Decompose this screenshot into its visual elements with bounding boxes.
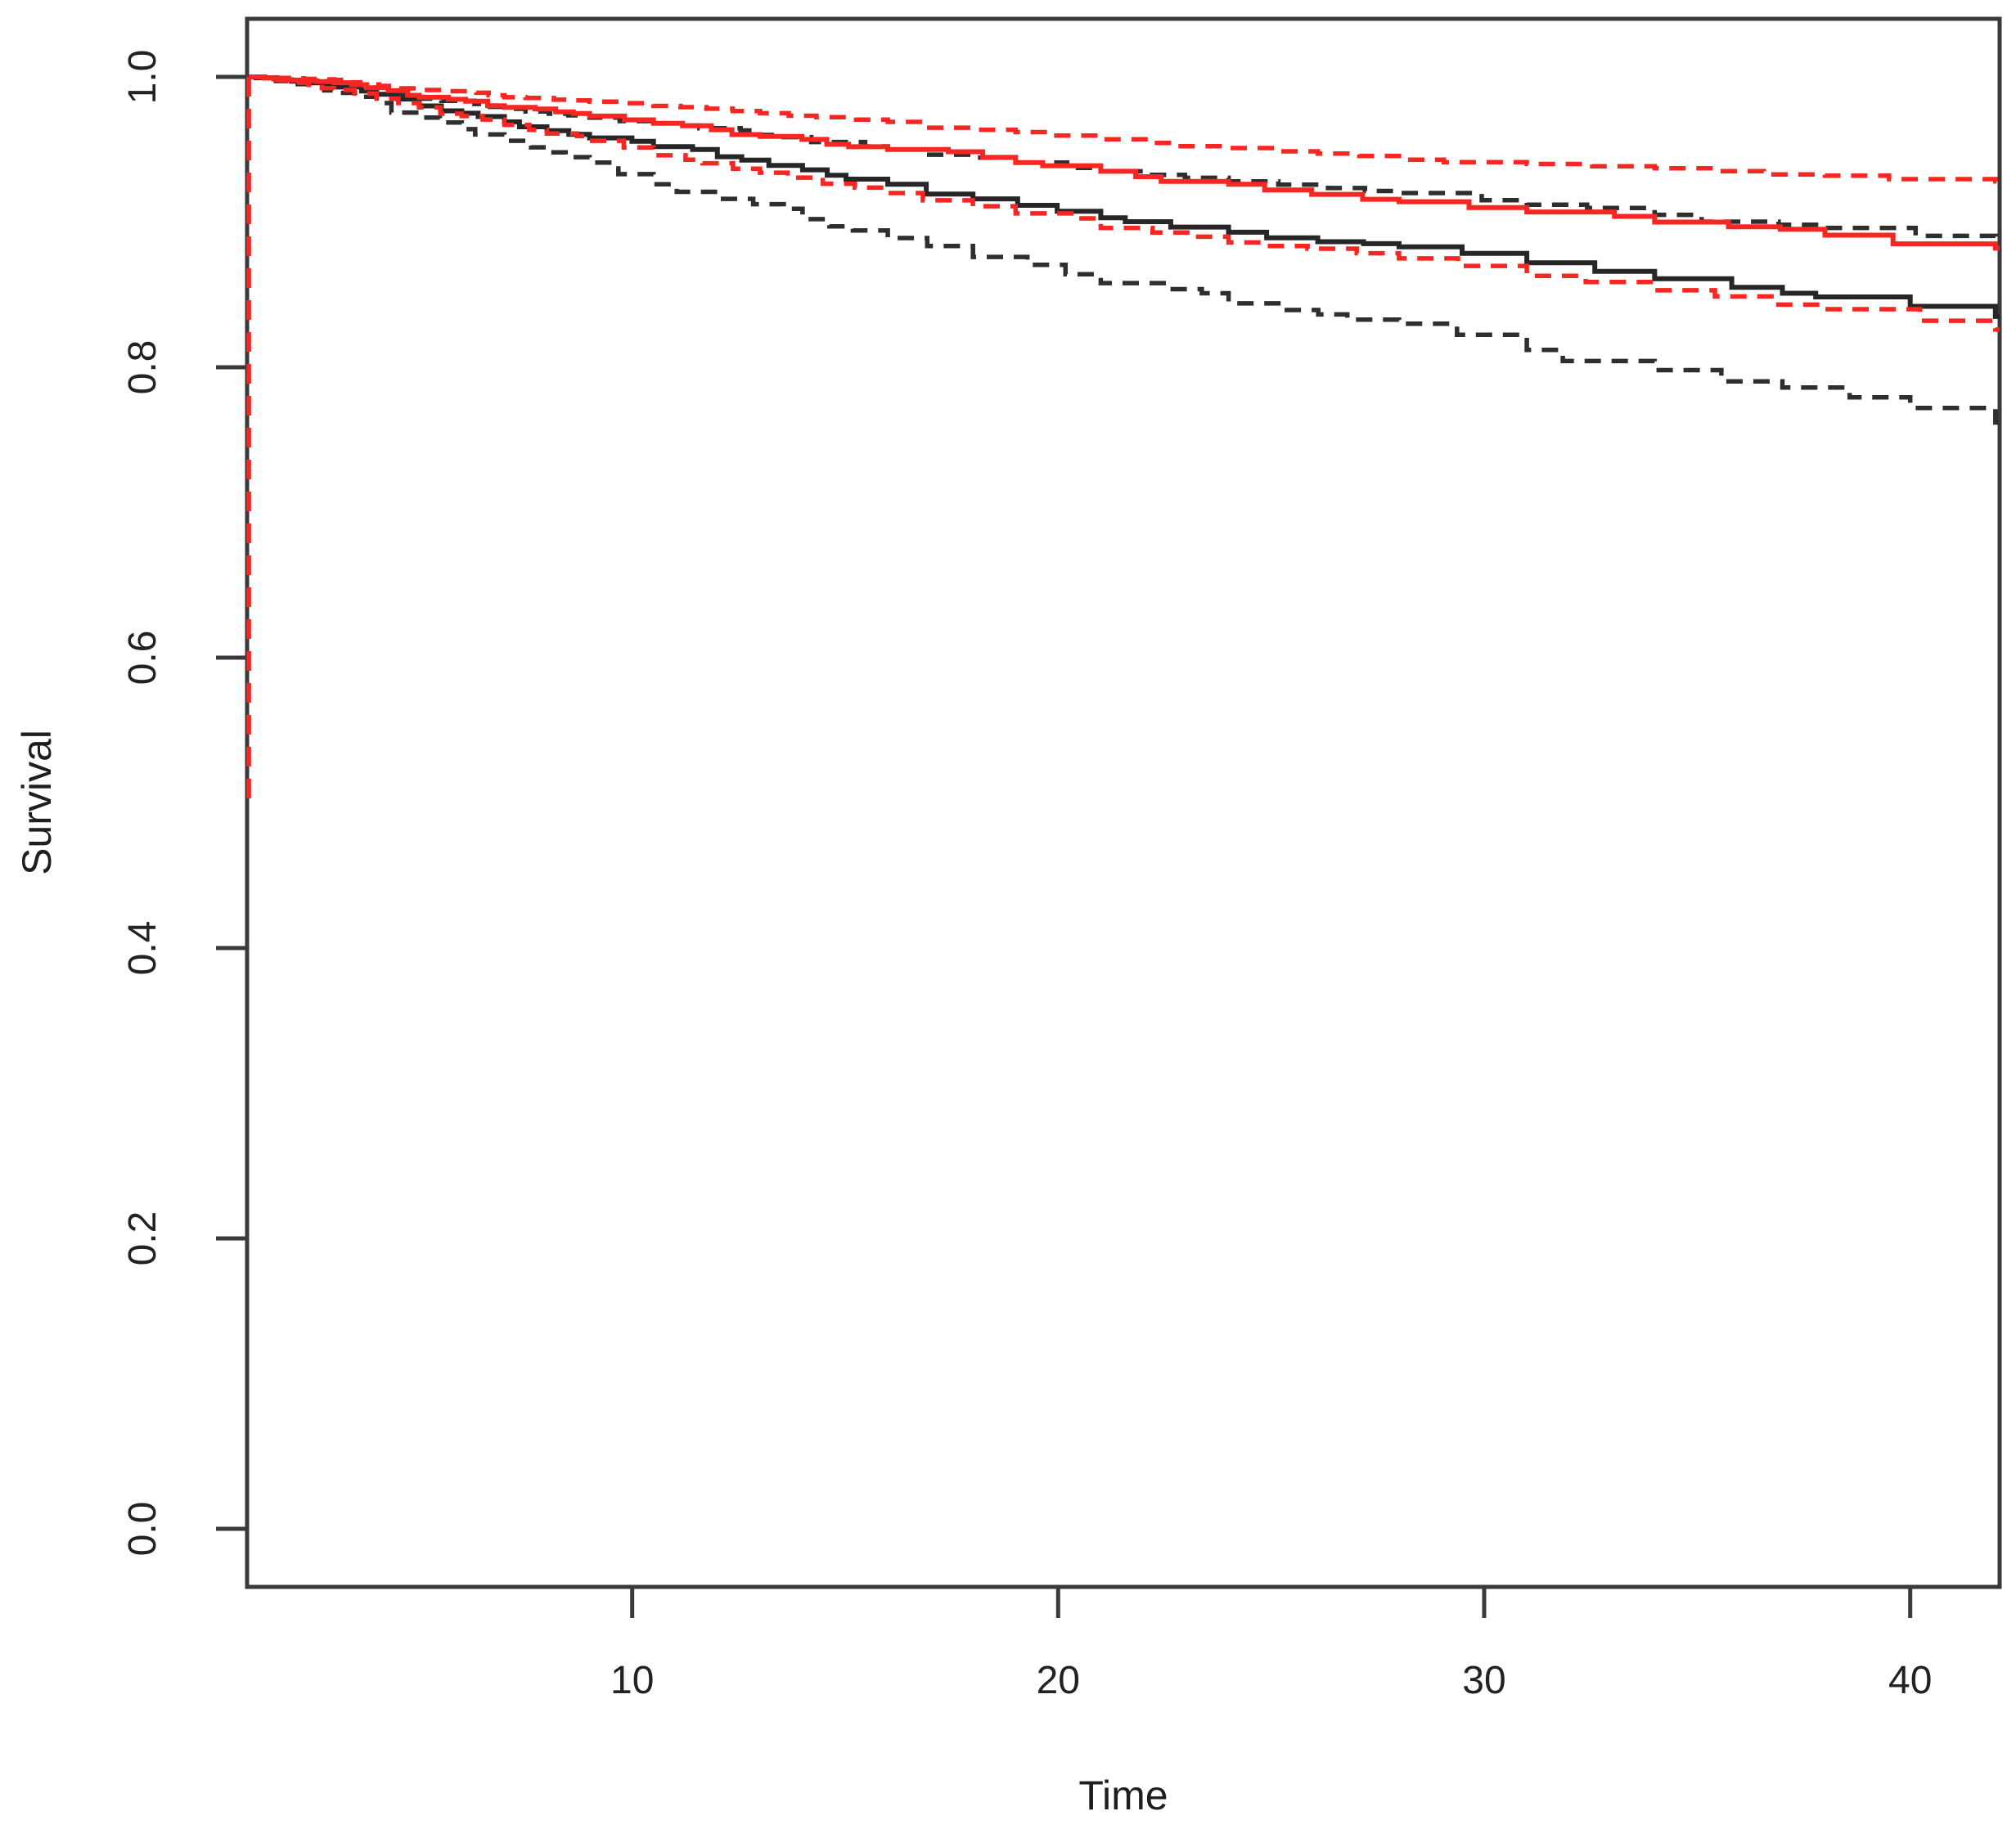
- y-tick-label: 0.8: [121, 340, 164, 395]
- series-red-lower-ci: [249, 74, 2000, 332]
- y-axis-ticks: 0.0 0.2 0.4 0.6 0.8 1.0: [121, 50, 247, 1557]
- x-tick-label: 40: [1888, 1659, 1932, 1702]
- x-axis-ticks: 10 20 30 40: [610, 1587, 1932, 1702]
- series-black-lower-ci: [249, 74, 2000, 425]
- x-tick-label: 10: [610, 1659, 654, 1702]
- x-tick-label: 30: [1462, 1659, 1505, 1702]
- series-curves: [246, 74, 2000, 799]
- series-red-upper-ci: [249, 74, 2000, 184]
- x-tick-label: 20: [1037, 1659, 1080, 1702]
- y-axis-title: Survival: [14, 730, 60, 875]
- y-tick-label: 0.2: [121, 1211, 164, 1266]
- series-black-estimate: [249, 74, 2000, 319]
- y-tick-label: 0.0: [121, 1502, 164, 1557]
- plot-border-box: [245, 16, 2002, 1589]
- y-tick-label: 0.4: [121, 921, 164, 976]
- y-tick-label: 1.0: [121, 50, 164, 105]
- y-tick-label: 0.6: [121, 631, 164, 685]
- x-axis-title: Time: [1078, 1773, 1168, 1818]
